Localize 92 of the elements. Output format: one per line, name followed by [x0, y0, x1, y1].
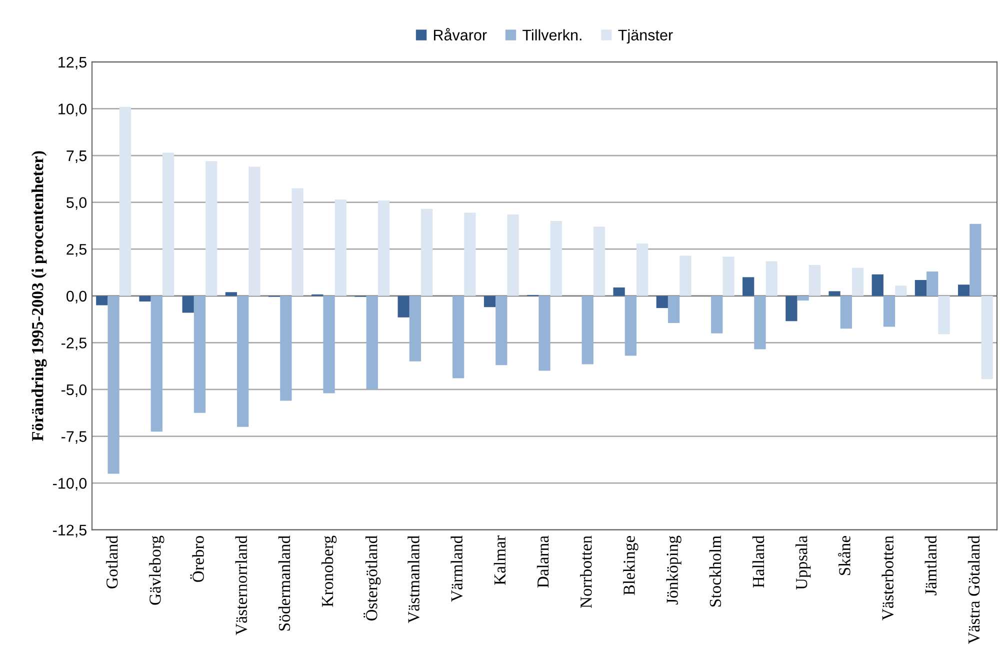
bar	[96, 296, 108, 306]
bar	[452, 296, 464, 378]
bar	[883, 296, 896, 327]
bar	[582, 296, 594, 364]
x-tick-label: Västmanland	[408, 536, 420, 624]
x-tick-label: Södermanland	[278, 536, 290, 631]
bar	[797, 296, 809, 301]
bar	[421, 208, 433, 296]
bar	[150, 296, 162, 432]
x-tick-label: Västerbotten	[882, 536, 894, 620]
y-tick-label: 12,5	[58, 56, 86, 70]
x-tick-label: Skåne	[838, 536, 850, 576]
bar	[292, 188, 304, 296]
bar	[624, 296, 637, 356]
x-tick-label: Uppsala	[796, 536, 811, 590]
y-tick-label: 2,5	[66, 244, 86, 257]
y-tick-label: -12,5	[53, 524, 86, 538]
x-tick-label: Värmland	[450, 536, 463, 602]
bar	[828, 291, 840, 296]
bar	[926, 272, 938, 296]
legend-label: Råvaror	[434, 28, 487, 40]
bar	[895, 286, 907, 296]
bar	[323, 296, 335, 394]
x-tick-label: Gotland	[106, 536, 118, 588]
x-tick-label: Kalmar	[494, 536, 506, 585]
x-tick-label: Blekinge	[623, 536, 638, 596]
bar	[162, 152, 174, 296]
bar	[507, 214, 519, 296]
y-tick-label: 7,5	[66, 150, 86, 164]
bar	[981, 296, 993, 380]
y-tick-label: -5,0	[61, 384, 87, 397]
legend-label: Tillverkn.	[522, 29, 582, 40]
bar	[636, 243, 648, 296]
bar	[852, 268, 864, 296]
legend-label: Tjänster	[618, 29, 673, 44]
bar	[914, 280, 927, 296]
bar	[808, 265, 821, 296]
y-tick-label: -7,5	[61, 431, 86, 444]
bar	[711, 296, 723, 334]
bar	[938, 296, 950, 334]
x-tick-label: Västernorrland	[235, 536, 248, 636]
y-tick-label: 10,0	[58, 104, 87, 116]
bar	[550, 221, 562, 296]
bar	[538, 296, 550, 371]
y-tick-label: 5,0	[66, 197, 87, 210]
bar	[206, 161, 218, 296]
y-tick-label: -10,0	[53, 478, 87, 491]
x-tick-label: Örebro	[190, 536, 204, 582]
bar	[139, 296, 151, 302]
bar	[194, 296, 206, 413]
bar	[496, 296, 508, 366]
x-tick-label: Västra Götaland	[968, 536, 980, 644]
x-tick-label: Stockholm	[709, 536, 722, 606]
bar	[754, 296, 766, 350]
bar	[248, 166, 260, 296]
bar	[334, 200, 346, 296]
bar	[409, 296, 422, 362]
bar	[280, 296, 292, 401]
bar	[225, 292, 238, 296]
x-tick-label: Dalarna	[536, 536, 549, 588]
x-tick-label: Gävleborg	[149, 536, 164, 605]
bar	[872, 274, 884, 296]
x-tick-label: Östergötland	[364, 536, 381, 621]
bar	[484, 296, 496, 308]
bar	[840, 296, 852, 329]
bar	[464, 212, 476, 296]
bar	[378, 200, 390, 296]
x-tick-label: Jämtland	[924, 536, 937, 596]
x-tick-label: Jönköping	[666, 536, 682, 604]
x-tick-label: Norrbotten	[580, 536, 592, 608]
y-tick-label: -2,5	[61, 338, 86, 350]
bar	[237, 296, 249, 427]
bar	[766, 261, 778, 296]
bar	[958, 284, 970, 296]
x-tick-label: Halland	[752, 536, 764, 588]
bar	[722, 256, 734, 296]
y-axis-title: Förändring 1995-2003 (i procentenheter)	[32, 151, 47, 442]
bar	[656, 296, 668, 308]
bar	[366, 296, 378, 390]
bar	[613, 287, 625, 296]
bar	[593, 226, 606, 296]
bar	[680, 256, 692, 296]
bar	[398, 296, 410, 318]
bar	[119, 106, 131, 296]
bar	[182, 296, 194, 313]
x-tick-label: Kronoberg	[321, 536, 337, 607]
bar	[668, 296, 680, 324]
bar	[108, 296, 120, 474]
bar	[970, 224, 982, 296]
bar	[786, 296, 798, 322]
bar	[742, 277, 754, 296]
y-tick-label: 0,0	[66, 290, 87, 304]
